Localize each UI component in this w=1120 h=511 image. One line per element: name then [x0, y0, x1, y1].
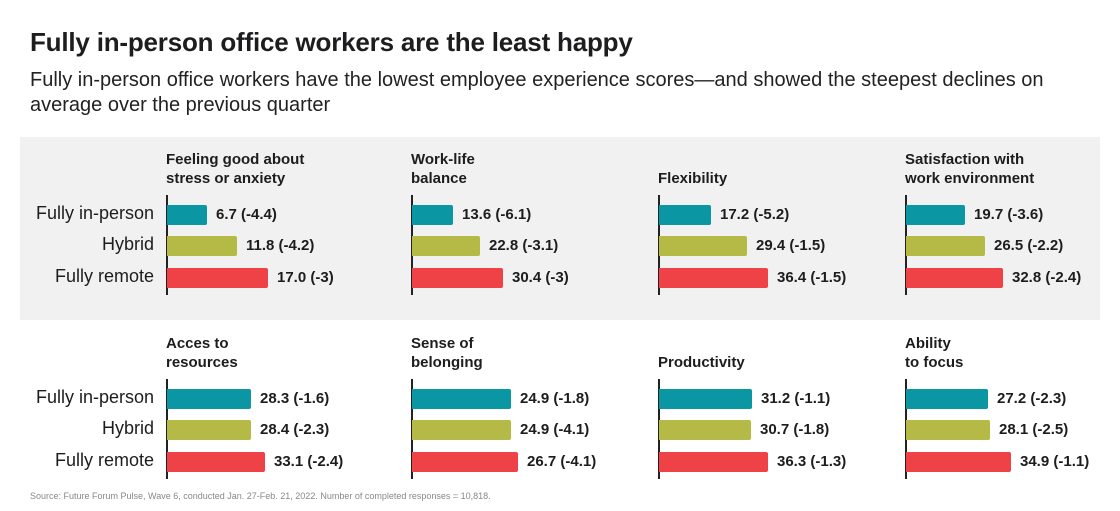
bar-fully-in-person	[167, 205, 207, 225]
value-label-fully-remote: 36.3 (-1.3)	[777, 453, 847, 470]
bar-fully-in-person	[659, 389, 752, 409]
category-label-fully-in-person: Fully in-person	[35, 387, 154, 407]
top-row-background	[20, 137, 1100, 320]
bar-fully-remote	[167, 268, 268, 288]
bar-fully-remote	[412, 268, 503, 288]
bar-hybrid	[906, 420, 990, 440]
panel-productivity: Productivity 31.2 (-1.1) 30.7 (-1.8) 36.3 (…	[658, 354, 898, 479]
source-note: Source: Future Forum Pulse, Wave 6, cond…	[30, 491, 491, 501]
bar-hybrid	[412, 420, 511, 440]
panel-title: Work-life balance	[411, 151, 475, 187]
panel-title: Productivity	[658, 354, 745, 371]
bar-fully-in-person	[167, 389, 251, 409]
value-label-fully-in-person: 31.2 (-1.1)	[761, 390, 831, 407]
category-label-hybrid: Hybrid	[101, 234, 154, 254]
bar-fully-in-person	[906, 205, 965, 225]
value-label-hybrid: 30.7 (-1.8)	[760, 421, 830, 438]
value-label-fully-in-person: 17.2 (-5.2)	[720, 206, 790, 223]
panel-title: Satisfaction with work environment	[905, 151, 1035, 187]
panel-title: Acces to resources	[166, 335, 238, 371]
value-label-hybrid: 28.4 (-2.3)	[260, 421, 330, 438]
value-label-fully-remote: 34.9 (-1.1)	[1020, 453, 1090, 470]
category-label-fully-remote: Fully remote	[54, 450, 154, 470]
bar-fully-in-person	[659, 205, 711, 225]
bar-fully-in-person	[412, 205, 453, 225]
value-label-hybrid: 22.8 (-3.1)	[489, 237, 559, 254]
panel-work-life-balance: Work-life balance 13.6 (-6.1) 22.8 (-3.1) 30…	[411, 151, 651, 295]
panel-title: Feeling good about stress or anxiety	[166, 151, 305, 187]
value-label-fully-in-person: 28.3 (-1.6)	[260, 390, 330, 407]
value-label-fully-in-person: 13.6 (-6.1)	[462, 206, 532, 223]
category-label-fully-remote: Fully remote	[54, 266, 154, 286]
panel-acces-to-resources: Acces to resources 28.3 (-1.6) 28.4 (-2.3) 3…	[166, 335, 406, 479]
bar-fully-in-person	[906, 389, 988, 409]
bar-fully-remote	[659, 268, 768, 288]
bar-fully-remote	[906, 268, 1003, 288]
panel-title: Sense of belonging	[411, 335, 483, 371]
bar-hybrid	[659, 236, 747, 256]
bar-fully-remote	[659, 452, 768, 472]
value-label-fully-remote: 17.0 (-3)	[277, 269, 334, 286]
panel-satisfaction-with-work-environment: Satisfaction with work environment 19.7 (-…	[905, 151, 1120, 295]
value-label-fully-remote: 36.4 (-1.5)	[777, 269, 847, 286]
bar-fully-remote	[167, 452, 265, 472]
bar-fully-remote	[906, 452, 1011, 472]
panel-feeling-good-about-stress-or-anxiety: Feeling good about stress or anxiety 6.7 (…	[166, 151, 406, 295]
value-label-fully-remote: 30.4 (-3)	[512, 269, 569, 286]
value-label-fully-remote: 26.7 (-4.1)	[527, 453, 597, 470]
chart-title: Fully in-person office workers are the l…	[30, 27, 633, 57]
bar-fully-remote	[412, 452, 518, 472]
bar-hybrid	[412, 236, 480, 256]
value-label-hybrid: 28.1 (-2.5)	[999, 421, 1069, 438]
value-label-hybrid: 11.8 (-4.2)	[246, 237, 315, 254]
value-label-hybrid: 29.4 (-1.5)	[756, 237, 826, 254]
panel-flexibility: Flexibility 17.2 (-5.2) 29.4 (-1.5) 36.4 (-…	[658, 170, 898, 295]
value-label-fully-remote: 32.8 (-2.4)	[1012, 269, 1082, 286]
panel-title: Flexibility	[658, 170, 728, 187]
panel-title: Ability to focus	[905, 335, 964, 371]
value-label-fully-in-person: 19.7 (-3.6)	[974, 206, 1044, 223]
panel-ability-to-focus: Ability to focus 27.2 (-2.3) 28.1 (-2.5) 34.…	[905, 335, 1120, 479]
bar-hybrid	[659, 420, 751, 440]
bar-hybrid	[167, 420, 251, 440]
bar-fully-in-person	[412, 389, 511, 409]
value-label-fully-in-person: 24.9 (-1.8)	[520, 390, 590, 407]
category-label-hybrid: Hybrid	[101, 418, 154, 438]
value-label-fully-in-person: 6.7 (-4.4)	[216, 206, 277, 223]
bar-hybrid	[906, 236, 985, 256]
value-label-fully-remote: 33.1 (-2.4)	[274, 453, 344, 470]
bar-hybrid	[167, 236, 237, 256]
value-label-hybrid: 24.9 (-4.1)	[520, 421, 590, 438]
value-label-fully-in-person: 27.2 (-2.3)	[997, 390, 1067, 407]
chart-subtitle: Fully in-person office workers have the …	[30, 69, 1044, 116]
value-label-hybrid: 26.5 (-2.2)	[994, 237, 1064, 254]
category-label-fully-in-person: Fully in-person	[35, 203, 154, 223]
panel-sense-of-belonging: Sense of belonging 24.9 (-1.8) 24.9 (-4.1) 2…	[411, 335, 651, 479]
